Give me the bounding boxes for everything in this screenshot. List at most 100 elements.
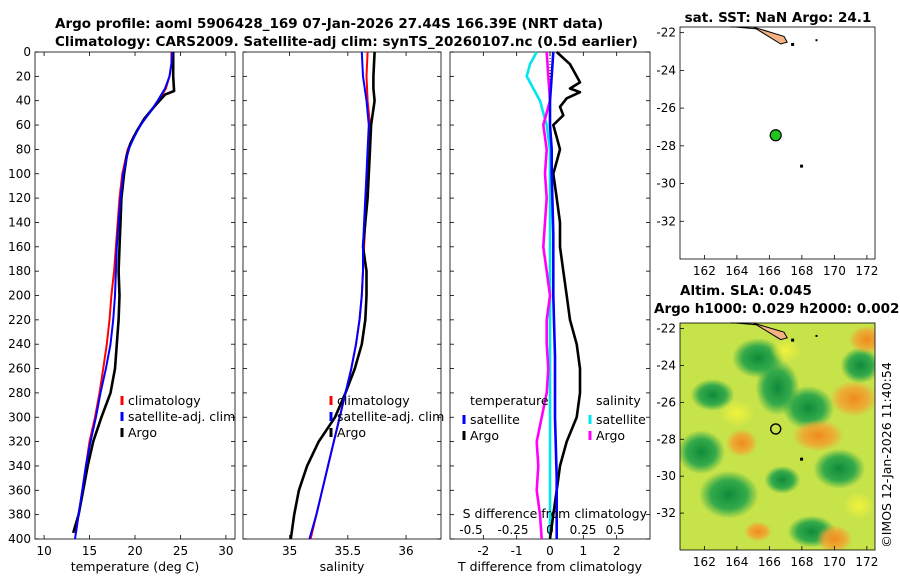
figure-title-line2: Climatology: CARS2009. Satellite-adj cli… [55,34,638,50]
legend-t-label: Argo [470,428,499,443]
sla-blob [680,430,726,475]
sst_map-ytick-label: -24 [656,63,676,77]
temperature-xtick-label: 25 [173,544,188,558]
salinity-series-satellite-adj-clim [308,51,370,540]
sla-blob [782,385,835,430]
depth-tick-label: 280 [8,386,31,400]
sla_map-xtick-label: 168 [790,555,813,569]
depth-tick-label: 240 [8,337,31,351]
sst-map-title: sat. SST: NaN Argo: 24.1 [685,10,872,26]
depth-tick-label: 160 [8,240,31,254]
legend-salinity-title: salinity [596,393,641,408]
sla_map-ytick-label: -30 [656,469,676,483]
sla-blob [829,380,875,417]
sla-blob [744,521,772,542]
legend-s-label: Argo [596,428,625,443]
sla_map-ytick-label: -32 [656,506,676,520]
sla-blob [848,325,875,354]
argo-marker [770,423,782,435]
salinity-axes-box [242,51,442,540]
depth-tick-label: 20 [16,69,31,83]
depth-tick-label: 0 [23,45,31,59]
depth-tick-label: 260 [8,362,31,376]
sdiff-tick-label: 0.5 [605,523,624,537]
sst_map-xtick-label: 172 [855,264,878,278]
depth-tick-label: 180 [8,264,31,278]
sla_map-xtick-label: 172 [855,555,878,569]
temperature-xlabel: temperature (deg C) [71,559,200,574]
sla_map-panel: 162 164 166 168 170 172 -22 -24 -26 -28 -30 -32 [656,322,878,569]
temperature-axes-box [34,51,236,540]
sla-blob [842,491,875,520]
difference-xtick-label: -2 [477,544,489,558]
sla_map-xtick-label: 170 [823,555,846,569]
depth-tick-label: 400 [8,532,31,546]
timestamp-label: ©IMOS 12-Jan-2026 11:40:54 [879,362,894,548]
depth-tick-label: 80 [16,142,31,156]
depth-tick-label: 340 [8,459,31,473]
legend-t-label: satellite [470,412,520,427]
sla-blob [813,448,866,489]
sla-field [680,325,875,550]
sla-map-title-line1: Altim. SLA: 0.045 [680,283,812,299]
sdiff-tick-label: 0 [546,523,554,537]
sdiff-label: S difference from climatology [463,506,648,521]
sla_map-ytick-label: -22 [656,322,676,336]
temperature-panel: 0 20 40 60 80 100 120 140 160 180 200 220 240 260 280 3… [8,45,236,574]
difference-series-s-argo [535,51,552,540]
sst_map-xtick-label: 170 [823,264,846,278]
salinity-legend-label: satellite-adj. clim [337,409,444,424]
sla-blob [792,419,845,452]
depth-tick-label: 300 [8,410,31,424]
isle-of-pines [791,338,795,342]
sst_map-xtick-label: 164 [725,264,748,278]
sst_map-panel: 162 164 166 168 170 172 -22 -24 -26 -28 -30 -32 [656,26,878,278]
island-dot [815,334,818,337]
sst_map-ytick-label: -26 [656,101,676,115]
depth-tick-label: 360 [8,483,31,497]
sla-blob [698,470,759,519]
sla-blob [769,338,802,363]
sla-blob [725,428,758,457]
depth-tick-label: 380 [8,508,31,522]
depth-tick-label: 40 [16,94,31,108]
sst_map-ytick-label: -28 [656,139,676,153]
salinity-series-argo [289,51,376,540]
sla_map-ytick-label: -28 [656,432,676,446]
difference-xtick-label: 2 [613,544,621,558]
sla-blob [840,347,875,384]
sst-background [680,27,875,259]
sdiff-tick-label: -0.25 [497,523,528,537]
difference-xtick-label: -1 [511,544,523,558]
sla_map-xtick-label: 164 [725,555,748,569]
difference-xtick-label: 1 [580,544,588,558]
depth-tick-label: 320 [8,435,31,449]
salinity-legend-label: Argo [337,425,366,440]
sst_map-ytick-label: -32 [656,214,676,228]
sla_map-xtick-label: 162 [693,555,716,569]
depth-tick-label: 200 [8,289,31,303]
figure-title-line1: Argo profile: aoml 5906428_169 07-Jan-20… [55,16,603,32]
sla_map-ytick-label: -24 [656,358,676,372]
sla_map-ytick-label: -26 [656,395,676,409]
depth-tick-label: 100 [8,167,31,181]
temperature-series-satellite-adj-clim [74,51,174,540]
temperature-xtick-label: 30 [218,544,233,558]
sla-blob [690,378,735,411]
island-dot [815,39,818,42]
norfolk-island [800,457,804,461]
isle-of-pines [791,42,795,46]
sla-map-title-line2: Argo h1000: 0.029 h2000: 0.0028 [654,301,900,317]
temperature-legend-label: climatology [128,393,201,408]
sla_map-xtick-label: 166 [758,555,781,569]
sst_map-ytick-label: -30 [656,177,676,191]
salinity-legend-label: climatology [337,393,410,408]
sst_map-xtick-label: 166 [758,264,781,278]
difference-panel: -2 -1 0 1 2T difference from climatology temp… [449,51,651,574]
difference-series-t-argo [548,51,582,540]
sdiff-tick-label: 0.25 [570,523,597,537]
sst_map-frame [679,26,876,260]
difference-xtick-label: 0 [546,544,554,558]
legend-s-label: satellite [596,412,646,427]
sst_map-ytick-label: -22 [656,26,676,40]
